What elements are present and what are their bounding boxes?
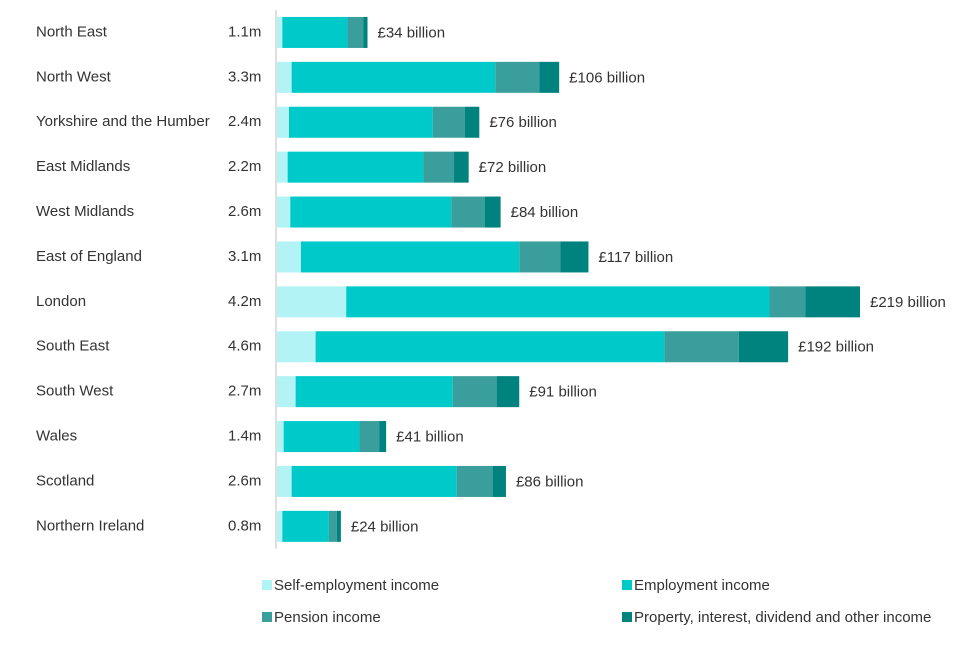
bar-segment [452, 376, 497, 408]
bar-segment [288, 106, 433, 138]
bar-segment [277, 465, 292, 497]
legend-swatch [262, 580, 272, 590]
bar-segment [451, 196, 485, 228]
bar-segment [347, 16, 364, 48]
category-label: North West [36, 68, 112, 85]
legend-label: Self-employment income [274, 577, 439, 594]
total-label: £41 billion [396, 429, 464, 446]
legend-swatch [622, 612, 632, 622]
total-label: £76 billion [489, 114, 557, 131]
bar-segment [291, 61, 496, 93]
taxpayer-count: 1.4m [228, 428, 261, 445]
bar-segment [664, 331, 739, 363]
bar-segment [277, 510, 283, 542]
total-label: £106 billion [569, 69, 645, 86]
category-label: East of England [36, 248, 142, 265]
bar-segment [769, 286, 806, 318]
legend-swatch [262, 612, 272, 622]
taxpayer-count: 2.4m [228, 113, 261, 130]
bar-segment [454, 151, 469, 183]
bar-segment [423, 151, 455, 183]
legend-label: Employment income [634, 577, 770, 594]
bar-segment [379, 421, 387, 453]
legend-label: Pension income [274, 609, 381, 626]
bar-segment [277, 151, 288, 183]
bar-segment [519, 241, 561, 273]
bar-segment [287, 151, 424, 183]
total-label: £117 billion [598, 249, 673, 266]
bar-segment [277, 241, 301, 273]
bar-segment [277, 376, 296, 408]
bar-segment [290, 196, 452, 228]
bar-segment [283, 421, 360, 453]
legend-swatch [622, 580, 632, 590]
bar-segment [495, 61, 540, 93]
legend-label: Property, interest, dividend and other i… [634, 609, 931, 626]
taxpayer-count: 3.3m [228, 68, 261, 85]
total-label: £219 billion [870, 294, 946, 311]
bar-segment [277, 421, 284, 453]
total-label: £84 billion [511, 204, 579, 221]
bar-segment [295, 376, 453, 408]
bar-segment [282, 16, 348, 48]
taxpayer-count: 2.6m [228, 472, 261, 489]
taxpayer-count: 0.8m [228, 517, 261, 534]
bar-segment [484, 196, 501, 228]
bar-segment [456, 465, 493, 497]
category-label: East Midlands [36, 158, 130, 175]
category-label: South East [36, 338, 110, 355]
category-label: South West [36, 383, 114, 400]
category-label: Wales [36, 428, 77, 445]
taxpayer-count: 2.7m [228, 383, 261, 400]
category-label: North East [36, 23, 108, 40]
bar-segment [328, 510, 337, 542]
bar-segment [359, 421, 380, 453]
total-label: £86 billion [516, 473, 584, 490]
bar-segment [336, 510, 341, 542]
category-label: Northern Ireland [36, 517, 144, 534]
bar-segment [432, 106, 465, 138]
category-label: West Midlands [36, 203, 134, 220]
bar-segment [539, 61, 560, 93]
bar-segment [300, 241, 520, 273]
bar-segment [277, 331, 316, 363]
bar-segment [496, 376, 520, 408]
bar-segment [291, 465, 457, 497]
bar-segment [277, 61, 292, 93]
taxpayer-count: 2.6m [228, 203, 261, 220]
total-label: £24 billion [351, 518, 419, 535]
bar-segment [277, 196, 291, 228]
bar-segment [315, 331, 665, 363]
bar-segment [805, 286, 860, 318]
bar-segment [492, 465, 506, 497]
taxpayer-count: 1.1m [228, 23, 261, 40]
bar-segment [277, 16, 283, 48]
total-label: £72 billion [479, 159, 547, 176]
taxpayer-count: 4.2m [228, 293, 261, 310]
category-label: London [36, 293, 86, 310]
total-label: £34 billion [378, 24, 446, 41]
bar-segment [277, 286, 347, 318]
total-label: £91 billion [529, 384, 597, 401]
category-label: Scotland [36, 472, 94, 489]
taxpayer-count: 4.6m [228, 338, 261, 355]
taxpayer-count: 3.1m [228, 248, 261, 265]
bar-segment [346, 286, 770, 318]
total-label: £192 billion [798, 339, 874, 356]
bar-segment [363, 16, 368, 48]
bar-segment [277, 106, 289, 138]
bar-segment [738, 331, 789, 363]
bar-segment [560, 241, 589, 273]
bar-segment [464, 106, 480, 138]
bar-segment [282, 510, 329, 542]
taxpayer-count: 2.2m [228, 158, 261, 175]
category-label: Yorkshire and the Humber [36, 113, 210, 130]
